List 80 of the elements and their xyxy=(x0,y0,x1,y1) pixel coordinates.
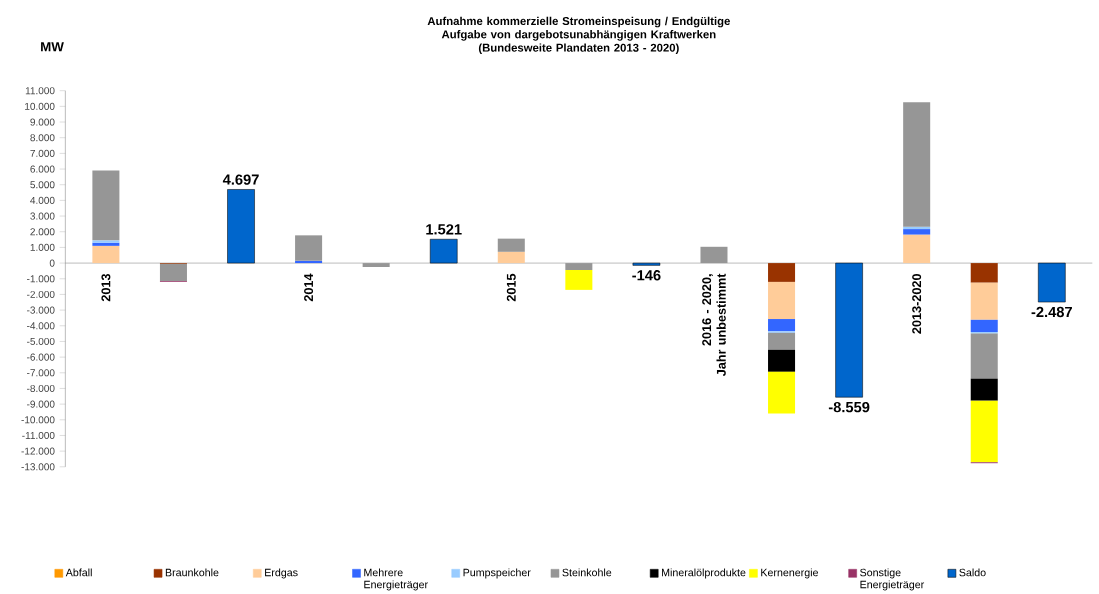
y-tick-label: -6.000 xyxy=(27,353,55,361)
y-tick-label: -2.000 xyxy=(27,291,55,299)
bar xyxy=(768,282,796,320)
y-tick-label: 1.000 xyxy=(30,244,55,252)
x-tick-label: 2014 xyxy=(304,273,314,302)
y-tick-label: -13.000 xyxy=(21,463,55,471)
bar xyxy=(835,263,863,398)
bar xyxy=(1038,263,1066,303)
y-tick-label: -7.000 xyxy=(27,369,55,377)
bar xyxy=(565,270,593,291)
y-axis-title: MW xyxy=(41,42,64,52)
bar xyxy=(768,333,796,350)
legend-label: Braunkohle xyxy=(165,568,219,577)
bar xyxy=(768,349,796,373)
bar xyxy=(295,235,323,261)
bar xyxy=(903,229,931,235)
legend-label: Mehrere Energieträger xyxy=(364,568,428,591)
y-tick-label: 0 xyxy=(49,259,55,267)
bar xyxy=(227,189,255,264)
legend-label: Pumpspeicher xyxy=(463,568,531,579)
y-tick-label: 2.000 xyxy=(30,228,55,236)
bar xyxy=(768,372,796,414)
chart-subtitle: (Bundesweite Plandaten 2013 - 2020) xyxy=(478,43,679,55)
y-tick-label: 11.000 xyxy=(25,87,55,95)
bar xyxy=(903,102,931,227)
bar xyxy=(159,264,187,282)
bar xyxy=(903,234,931,264)
data-label: -146 xyxy=(632,270,661,281)
y-tick-label: 6.000 xyxy=(30,165,55,173)
chart-title: Aufnahme kommerzielle Stromeinspeisung / Endgültige Aufgabe von dargebotsunabhängigen Kraftwerken xyxy=(427,16,730,41)
bar xyxy=(497,238,525,253)
y-tick-label: 9.000 xyxy=(30,118,55,126)
y-tick-label: -4.000 xyxy=(27,322,55,330)
x-tick-label: 2013-2020 xyxy=(912,274,922,334)
bar xyxy=(362,263,390,268)
y-tick-label: -9.000 xyxy=(27,400,55,408)
legend-label: Abfall xyxy=(65,568,92,577)
data-label: -2.487 xyxy=(1031,307,1072,318)
legend-label: Kernenergie xyxy=(761,568,819,579)
x-tick-label: 2015 xyxy=(506,274,516,302)
y-tick-label: -8.000 xyxy=(27,385,55,393)
bar xyxy=(92,246,120,264)
bar xyxy=(497,252,525,264)
data-label: 1.521 xyxy=(426,224,462,235)
bar xyxy=(970,400,998,463)
x-tick-label: 2013 xyxy=(101,274,111,302)
bar xyxy=(565,263,593,271)
bar xyxy=(700,247,728,264)
y-tick-label: 7.000 xyxy=(30,150,55,158)
y-tick-label: 4.000 xyxy=(30,197,55,205)
data-label: 4.697 xyxy=(222,174,259,185)
y-tick-label: 3.000 xyxy=(30,212,55,220)
bar xyxy=(768,263,796,283)
y-tick-label: -3.000 xyxy=(27,306,55,314)
y-tick-label: 5.000 xyxy=(30,181,55,189)
bar xyxy=(768,319,796,332)
legend-label: Saldo xyxy=(959,568,986,577)
data-label: -8.559 xyxy=(828,402,870,413)
legend-label: Erdgas xyxy=(265,568,298,579)
legend-label: Mineralölprodukte xyxy=(662,568,746,579)
bar xyxy=(970,378,998,401)
x-tick-label: 2016 - 2020, Jahr unbestimmt xyxy=(702,273,726,377)
y-tick-label: -11.000 xyxy=(22,432,55,440)
bar xyxy=(970,333,998,379)
bar xyxy=(970,282,998,321)
y-tick-label: -5.000 xyxy=(27,338,55,346)
bar xyxy=(429,239,458,264)
y-tick-label: 8.000 xyxy=(30,134,55,142)
bar xyxy=(92,240,120,243)
bar xyxy=(970,320,998,333)
legend-label: Steinkohle xyxy=(562,568,612,577)
bar xyxy=(92,170,120,241)
bar xyxy=(632,263,661,266)
bar xyxy=(970,263,998,283)
bar xyxy=(92,242,120,247)
y-tick-label: -1.000 xyxy=(27,275,55,283)
y-tick-label: -10.000 xyxy=(21,416,55,424)
legend-label: Sonstige Energieträger xyxy=(860,568,925,591)
y-tick-label: 10.000 xyxy=(25,103,55,111)
y-tick-label: -12.000 xyxy=(21,447,55,455)
